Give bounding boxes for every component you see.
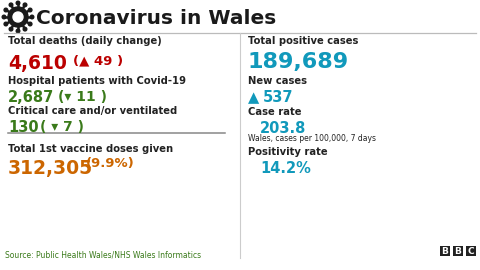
Circle shape — [13, 12, 23, 22]
Text: Wales, cases per 100,000, 7 days: Wales, cases per 100,000, 7 days — [248, 134, 376, 143]
Text: Case rate: Case rate — [248, 107, 301, 117]
Text: 4,610: 4,610 — [8, 54, 67, 73]
Circle shape — [30, 15, 34, 19]
Text: 537: 537 — [263, 90, 293, 105]
FancyBboxPatch shape — [466, 246, 476, 256]
Text: New cases: New cases — [248, 76, 307, 86]
Text: ( ▾ 7 ): ( ▾ 7 ) — [40, 120, 84, 134]
FancyBboxPatch shape — [453, 246, 463, 256]
Text: ▲: ▲ — [248, 90, 259, 105]
Text: Total 1st vaccine doses given: Total 1st vaccine doses given — [8, 144, 173, 154]
Circle shape — [4, 8, 8, 12]
Text: Total positive cases: Total positive cases — [248, 36, 359, 46]
Circle shape — [23, 27, 27, 31]
Text: 130: 130 — [8, 120, 38, 135]
Text: (▾ 11 ): (▾ 11 ) — [58, 90, 107, 104]
Text: 203.8: 203.8 — [260, 121, 306, 136]
Circle shape — [9, 3, 13, 7]
Circle shape — [8, 7, 28, 27]
Text: B: B — [442, 247, 448, 255]
Text: 2,687: 2,687 — [8, 90, 54, 105]
Text: Positivity rate: Positivity rate — [248, 147, 328, 157]
Text: 189,689: 189,689 — [248, 52, 349, 72]
Circle shape — [2, 15, 6, 19]
Text: Hospital patients with Covid-19: Hospital patients with Covid-19 — [8, 76, 186, 86]
Text: Total deaths (daily change): Total deaths (daily change) — [8, 36, 162, 46]
Circle shape — [16, 1, 20, 5]
Circle shape — [4, 22, 8, 26]
Text: 312,305: 312,305 — [8, 159, 93, 178]
Circle shape — [23, 3, 27, 7]
Circle shape — [16, 29, 20, 33]
Text: B: B — [455, 247, 461, 255]
Text: Critical care and/or ventilated: Critical care and/or ventilated — [8, 106, 177, 116]
Text: 14.2%: 14.2% — [260, 161, 311, 176]
Circle shape — [9, 27, 13, 31]
Text: (9.9%): (9.9%) — [86, 157, 135, 170]
Text: C: C — [468, 247, 474, 255]
Text: (▲ 49 ): (▲ 49 ) — [73, 54, 123, 67]
Circle shape — [28, 22, 32, 26]
FancyBboxPatch shape — [440, 246, 450, 256]
Circle shape — [28, 8, 32, 12]
Text: Coronavirus in Wales: Coronavirus in Wales — [36, 9, 276, 29]
Text: Source: Public Health Wales/NHS Wales Informatics: Source: Public Health Wales/NHS Wales In… — [5, 251, 201, 260]
